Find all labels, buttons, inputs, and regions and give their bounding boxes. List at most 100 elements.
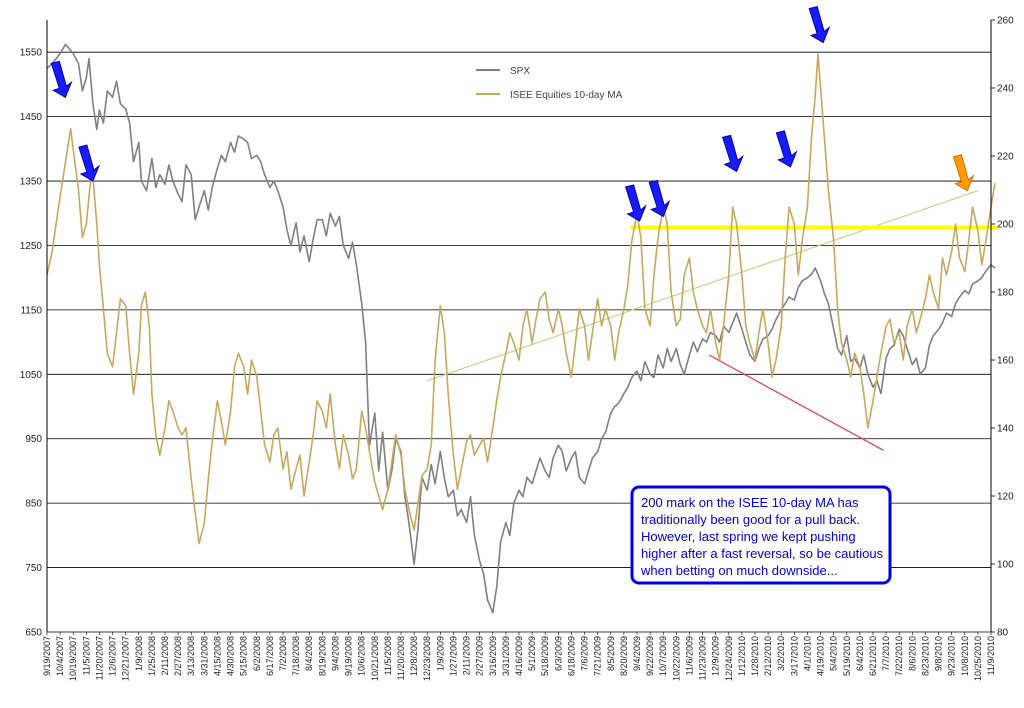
x-tick-label: 5/19/2010	[842, 636, 852, 676]
x-tick-label: 10/25/2010	[973, 636, 983, 681]
x-tick-label: 9/19/2008	[344, 636, 354, 676]
x-tick-label: 6/2/2008	[252, 636, 262, 671]
x-tick-label: 9/23/2010	[947, 636, 957, 676]
x-tick-label: 4/19/2010	[816, 636, 826, 676]
y-right-tick-label: 80	[997, 628, 1009, 639]
y-right-tick-label: 140	[997, 424, 1014, 435]
axes: 650 750 850 950 1050 1150 1250 1350 1450 1550 80 10…	[20, 16, 1014, 682]
y-right-tick-label: 160	[997, 356, 1014, 367]
x-tick-label: 7/6/2009	[580, 636, 590, 671]
x-tick-label: 3/16/2009	[488, 636, 498, 676]
x-tick-label: 12/23/2008	[422, 636, 432, 681]
x-tick-label: 11/20/2007	[94, 636, 104, 680]
trendline-0	[427, 190, 979, 382]
x-tick-label: 3/13/2008	[186, 636, 196, 676]
x-tick-label: 2/12/2010	[763, 636, 773, 676]
y-left-tick-label: 650	[25, 628, 42, 639]
y-left-tick-label: 1350	[20, 177, 43, 188]
x-tick-label: 9/4/2008	[330, 636, 340, 671]
x-tick-label: 1/9/2009	[435, 636, 445, 671]
y-right-tick-label: 200	[997, 220, 1014, 231]
x-tick-label: 10/19/2007	[68, 636, 78, 681]
y-left-tick-label: 1550	[20, 48, 43, 59]
x-tick-label: 3/31/2009	[501, 636, 511, 676]
x-tick-label: 10/7/2009	[658, 636, 668, 676]
series-line-isee	[46, 53, 996, 545]
x-tick-label: 11/5/2008	[383, 636, 393, 675]
x-tick-label: 7/7/2010	[881, 636, 891, 671]
x-tick-label: 2/27/2008	[173, 636, 183, 676]
y-right-tick-label: 120	[997, 492, 1014, 503]
x-tick-label: 12/6/2007	[108, 636, 118, 676]
callout-line-3: However, last spring we kept pushing	[641, 529, 856, 544]
x-tick-label: 12/24/2009	[724, 636, 734, 681]
arrow-6	[808, 5, 831, 44]
x-tick-label: 2/11/2009	[462, 636, 472, 675]
x-tick-label: 10/22/2009	[671, 636, 681, 681]
x-tick-label: 10/6/2008	[357, 636, 367, 676]
trendlines	[427, 190, 998, 451]
x-tick-label: 7/22/2010	[894, 636, 904, 676]
x-tick-label: 2/11/2008	[160, 636, 170, 675]
annotation-callout: 200 mark on the ISEE 10-day MA has tradi…	[630, 485, 892, 585]
callout-line-5: when betting on much downside...	[640, 563, 838, 578]
x-tick-label: 4/16/2009	[514, 636, 524, 676]
arrow-0	[50, 60, 73, 99]
y-left-tick-label: 1250	[20, 241, 43, 252]
x-tick-label: 4/15/2008	[212, 636, 222, 676]
x-tick-label: 6/18/2009	[566, 636, 576, 676]
x-tick-label: 1/9/2008	[134, 636, 144, 671]
x-tick-label: 4/1/2010	[802, 636, 812, 671]
x-tick-label: 3/31/2008	[199, 636, 209, 676]
x-tick-label: 12/8/2008	[409, 636, 419, 676]
callout-box	[630, 485, 892, 585]
arrow-7	[952, 154, 975, 192]
x-tick-label: 12/21/2007	[121, 636, 131, 681]
x-tick-label: 8/6/2010	[907, 636, 917, 671]
x-tick-label: 6/3/2009	[553, 636, 563, 671]
x-tick-label: 5/18/2009	[540, 636, 550, 676]
x-tick-label: 8/5/2009	[606, 636, 616, 671]
x-tick-label: 11/23/2009	[698, 636, 708, 680]
x-tick-label: 3/2/2010	[776, 636, 786, 671]
x-tick-label: 11/20/2008	[396, 636, 406, 680]
x-tick-label: 6/17/2008	[265, 636, 275, 676]
series-lines	[46, 43, 996, 614]
series-line-spx	[46, 43, 996, 614]
x-tick-label: 6/4/2010	[855, 636, 865, 671]
x-tick-label: 7/2/2008	[278, 636, 288, 671]
x-tick-label: 8/19/2008	[317, 636, 327, 676]
x-tick-label: 9/8/2010	[934, 636, 944, 671]
x-tick-label: 5/15/2008	[239, 636, 249, 676]
x-tick-label: 3/17/2010	[789, 636, 799, 676]
trendline-1	[708, 354, 884, 451]
x-tick-label: 8/4/2008	[304, 636, 314, 671]
y-left-tick-label: 1150	[20, 305, 42, 316]
y-left-tick-label: 850	[25, 499, 42, 510]
arrow-4	[722, 134, 744, 173]
arrow-2	[624, 184, 647, 222]
x-tick-label: 7/21/2009	[593, 636, 603, 676]
x-tick-label: 11/9/2010	[986, 636, 996, 675]
x-tick-label: 10/21/2008	[370, 636, 380, 681]
x-tick-label: 1/25/2008	[147, 636, 157, 676]
callout-line-2: traditionally been good for a pull back.	[641, 512, 860, 527]
x-tick-label: 7/18/2008	[291, 636, 301, 676]
callout-line-1: 200 mark on the ISEE 10-day MA has	[641, 495, 859, 510]
y-right-tick-label: 180	[997, 288, 1014, 299]
x-tick-label: 8/20/2009	[619, 636, 629, 676]
legend-label-spx: SPX	[510, 66, 530, 77]
x-tick-label: 9/4/2009	[632, 636, 642, 671]
x-tick-label: 11/5/2007	[81, 636, 91, 675]
y-right-tick-label: 260	[997, 16, 1014, 27]
x-tick-label: 9/22/2009	[645, 636, 655, 676]
y-right-tick-label: 240	[997, 84, 1014, 95]
x-tick-label: 4/30/2008	[226, 636, 236, 676]
x-tick-label: 10/8/2010	[960, 636, 970, 676]
x-tick-label: 8/23/2010	[920, 636, 930, 676]
y-left-tick-label: 950	[25, 434, 42, 445]
y-left-tick-label: 750	[25, 563, 42, 574]
x-tick-label: 2/27/2009	[475, 636, 485, 676]
